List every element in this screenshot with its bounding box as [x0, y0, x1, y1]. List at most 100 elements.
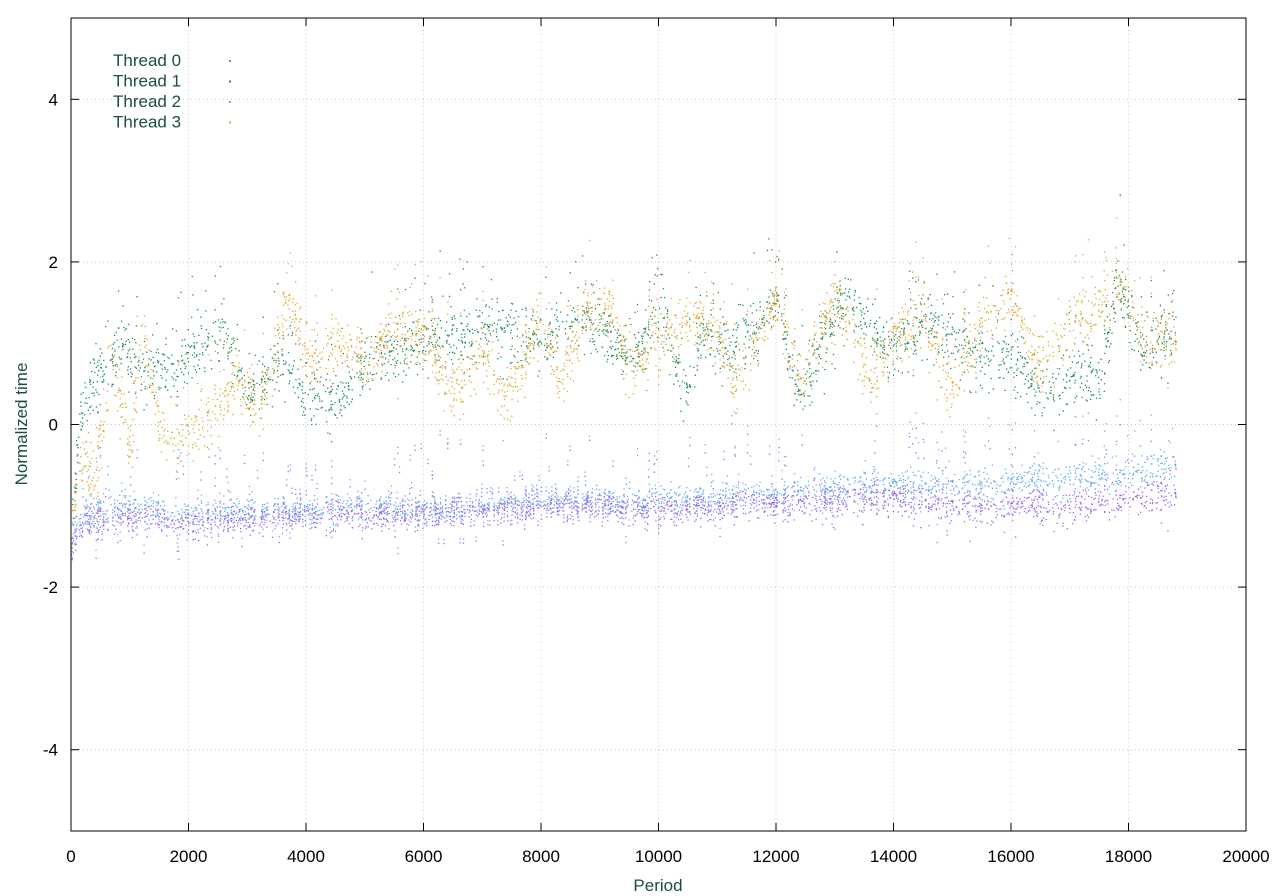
data-point: [1049, 392, 1051, 394]
data-point: [362, 388, 364, 390]
data-point: [826, 348, 828, 350]
data-point: [200, 390, 202, 393]
data-point: [311, 380, 313, 382]
data-point: [411, 332, 414, 335]
data-point: [218, 326, 220, 328]
data-point: [760, 323, 763, 325]
data-point: [328, 408, 330, 411]
data-point: [508, 323, 510, 326]
data-point: [571, 321, 573, 323]
data-point: [412, 349, 414, 352]
data-point: [610, 330, 612, 333]
data-point: [888, 335, 890, 338]
data-point: [554, 314, 556, 316]
data-point: [791, 377, 793, 379]
data-point: [672, 347, 674, 349]
data-point: [158, 439, 160, 442]
data-point: [1133, 280, 1136, 282]
data-point: [525, 315, 527, 318]
data-point: [76, 461, 79, 464]
data-point: [415, 330, 417, 332]
data-point: [660, 313, 662, 315]
data-point: [1172, 292, 1174, 295]
data-point: [181, 339, 183, 341]
data-point: [718, 336, 720, 338]
data-point: [1174, 332, 1176, 334]
data-point: [665, 343, 667, 346]
data-point: [914, 344, 916, 346]
data-point: [1007, 354, 1009, 357]
data-point: [947, 355, 950, 358]
data-point: [384, 357, 387, 359]
data-point: [486, 343, 488, 345]
data-point: [272, 367, 274, 370]
data-point: [1143, 351, 1145, 354]
data-point: [838, 324, 840, 326]
data-point: [938, 351, 940, 353]
data-point: [404, 305, 406, 308]
data-point: [1002, 318, 1005, 320]
data-point: [138, 359, 140, 362]
data-point: [1020, 371, 1022, 373]
data-point: [404, 354, 406, 356]
data-point: [980, 336, 982, 338]
data-point: [282, 338, 285, 340]
data-point: [418, 353, 420, 355]
data-point: [589, 302, 591, 304]
data-point: [1073, 401, 1075, 403]
data-point: [1155, 351, 1157, 353]
data-point: [1030, 352, 1032, 354]
data-point: [276, 369, 279, 372]
data-point: [282, 335, 284, 337]
data-point: [1123, 317, 1125, 319]
data-point: [836, 299, 839, 302]
data-point: [915, 241, 917, 243]
data-point: [74, 509, 76, 512]
data-point: [558, 390, 561, 392]
data-point: [486, 328, 488, 330]
data-point: [501, 327, 503, 329]
data-point: [1151, 344, 1154, 346]
data-point: [1033, 354, 1035, 356]
data-point: [719, 334, 721, 336]
data-point: [340, 355, 342, 357]
data-point: [184, 363, 186, 365]
data-point: [492, 374, 494, 376]
data-point: [904, 303, 907, 305]
data-point: [171, 376, 173, 378]
data-point: [905, 346, 907, 348]
data-point: [928, 340, 930, 343]
data-point: [236, 354, 238, 357]
data-point: [735, 372, 737, 374]
data-point: [1151, 350, 1153, 352]
data-point: [885, 321, 888, 323]
data-point: [408, 367, 410, 369]
data-point: [1012, 333, 1014, 335]
data-point: [763, 322, 766, 324]
data-point: [1151, 347, 1154, 350]
data-point: [706, 326, 708, 328]
data-point: [177, 463, 179, 465]
data-point: [696, 364, 698, 367]
data-point: [696, 315, 698, 317]
data-point: [784, 338, 786, 340]
data-point: [892, 345, 894, 347]
data-point: [301, 400, 303, 402]
data-point: [107, 410, 109, 412]
data-point: [193, 335, 195, 337]
data-point: [397, 288, 399, 290]
data-point: [986, 310, 988, 312]
data-point: [710, 309, 712, 311]
data-point: [88, 487, 90, 490]
data-point: [863, 364, 865, 366]
data-point: [710, 347, 713, 349]
data-point: [808, 376, 810, 378]
data-point: [495, 380, 498, 382]
data-point: [718, 340, 720, 343]
data-point: [92, 386, 94, 388]
data-point: [534, 319, 536, 321]
data-point: [1010, 335, 1012, 337]
data-point: [585, 329, 587, 331]
data-point: [163, 435, 165, 437]
data-point: [135, 355, 137, 358]
